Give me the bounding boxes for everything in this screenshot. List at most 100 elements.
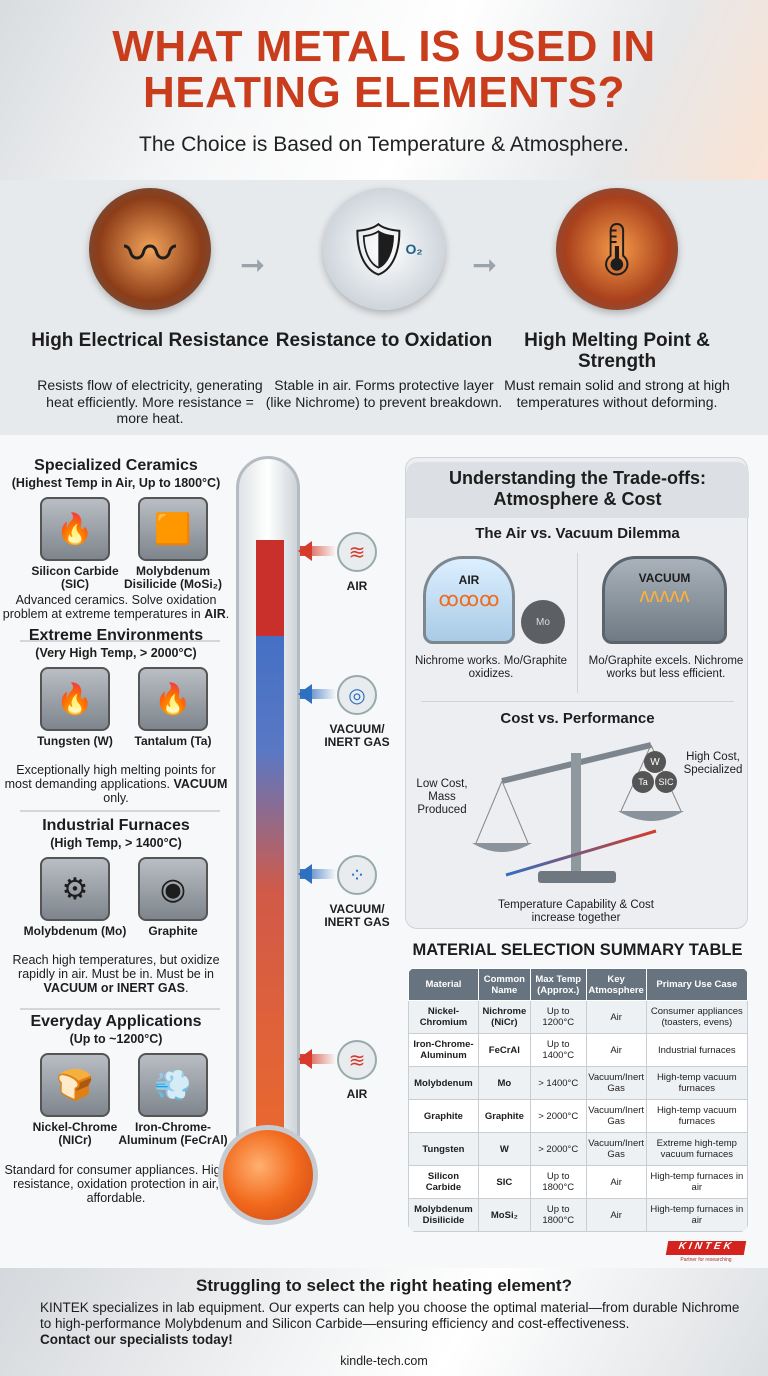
table-cell: Up to 1400°C: [529, 1033, 587, 1067]
table-cell: High-temp furnaces in air: [645, 1198, 748, 1232]
material-label: Tungsten (W): [37, 734, 113, 748]
material-label: Molybdenum Disilicide (MoSi₂): [123, 564, 222, 591]
table-cell: Consumer appliances (toasters, evens): [645, 1000, 748, 1034]
coil-icon: ꝏꝏꝏ: [438, 589, 500, 611]
category-desc: Reach high temperatures, but oxidize rap…: [2, 953, 230, 995]
principle-title: High Electrical Resistance: [31, 330, 269, 351]
table-cell: SIC: [477, 1165, 531, 1199]
desc-end: only.: [103, 791, 129, 805]
arrow-head-icon: [298, 864, 312, 884]
tradeoffs-title: Understanding the Trade-offs: Atmosphere…: [406, 462, 749, 518]
atmosphere-label: VACUUM/ INERT GAS: [324, 722, 390, 749]
desc-bold: VACUUM: [173, 777, 228, 791]
table-row: Tungsten W > 2000°C Vacuum/Inert Gas Extreme…: [408, 1132, 748, 1166]
high-cost-label: High Cost, Specialized: [683, 751, 743, 776]
arrow-right-icon: ➞: [240, 249, 266, 282]
table-cell: W: [477, 1132, 531, 1166]
tungsten-ball: W: [644, 751, 666, 773]
website-link[interactable]: kindle-tech.com: [340, 1354, 428, 1368]
table-cell: Molybdenum Disilicide: [408, 1198, 479, 1232]
table-cell: Air: [585, 1198, 647, 1232]
shield-oxygen-icon: 🛡 O₂: [323, 188, 445, 310]
table-cell: > 2000°C: [529, 1132, 587, 1166]
atmosphere-label: AIR: [346, 579, 368, 593]
furnace-icon: ◉: [138, 857, 208, 921]
oxidized-mo-icon: Mo: [521, 600, 565, 644]
coil-icon: ᴧᴧᴧᴧᴧ: [639, 585, 690, 607]
balance-scale-icon: [472, 742, 684, 883]
column-header: Max Temp (Approx.): [529, 968, 587, 1001]
wind-icon: ≋: [337, 1040, 377, 1080]
column-header: Material: [408, 968, 479, 1001]
contact-cta[interactable]: Contact our specialists today!: [40, 1332, 233, 1347]
vacuum-icon: ⁘: [337, 855, 377, 895]
title-line: WHAT METAL IS USED IN: [112, 22, 656, 71]
desc-end: .: [225, 607, 230, 621]
arrow-right-icon: ➞: [472, 249, 498, 282]
desc-end: .: [184, 981, 189, 995]
table-cell: Graphite: [477, 1099, 531, 1133]
furnace-icon: 🔥: [138, 667, 208, 731]
category-subtitle: (High Temp, > 1400°C): [50, 836, 182, 850]
material-label: Graphite: [148, 924, 198, 938]
desc-bold: AIR: [204, 607, 226, 621]
table-cell: High-temp furnaces in air: [645, 1165, 748, 1199]
dilemma-title: The Air vs. Vacuum Dilemma: [475, 525, 680, 542]
table-row: Graphite Graphite > 2000°C Vacuum/Inert Gas…: [408, 1099, 748, 1133]
category-title: Specialized Ceramics: [34, 457, 198, 474]
divider: [421, 701, 734, 702]
principle-title: High Melting Point & Strength: [524, 330, 710, 372]
table-cell: Extreme high-temp vacuum furnaces: [645, 1132, 748, 1166]
category-title: Everyday Applications: [30, 1013, 202, 1030]
arrow-caption: Temperature Capability & Cost increase t…: [498, 899, 654, 924]
table-cell: Vacuum/Inert Gas: [585, 1099, 647, 1133]
arrow-head-icon: [298, 684, 312, 704]
air-label: AIR: [458, 573, 480, 587]
low-cost-label: Low Cost, Mass Produced: [416, 778, 468, 816]
arrow-head-icon: [298, 1049, 312, 1069]
category-desc: Standard for consumer appliances. High r…: [2, 1163, 230, 1205]
table-cell: Air: [585, 1165, 647, 1199]
desc-bold: VACUUM or INERT GAS: [43, 981, 185, 995]
table-row: Molybdenum Disilicide MoSi₂ Up to 1800°C Ai…: [408, 1198, 748, 1232]
logo-tagline: Partner for researching: [680, 1257, 732, 1263]
table-cell: Nichrome (NiCr): [477, 1000, 531, 1034]
atmosphere-arrow: [300, 546, 336, 556]
vacuum-chamber: VACUUM ᴧᴧᴧᴧᴧ: [602, 556, 727, 644]
thermometer-bulb: [218, 1125, 318, 1225]
material-label: Silicon Carbide (SIC): [31, 564, 119, 591]
column-header: Common Name: [477, 968, 531, 1001]
cost-title: Cost vs. Performance: [500, 710, 655, 727]
category-title: Industrial Furnaces: [42, 817, 190, 834]
principle-body: Must remain solid and strong at high tem…: [504, 377, 730, 410]
air-chamber: AIR ꝏꝏꝏ: [423, 556, 515, 644]
table-cell: Iron-Chrome-Aluminum: [408, 1033, 479, 1067]
title-line: HEATING ELEMENTS?: [143, 68, 625, 117]
category-subtitle: (Very High Temp, > 2000°C): [35, 646, 197, 660]
table-cell: > 2000°C: [529, 1099, 587, 1133]
furnace-icon: 🔥: [40, 667, 110, 731]
summary-table: Material Common Name Max Temp (Approx.) Key…: [408, 968, 748, 1232]
furnace-icon: 🟧: [138, 497, 208, 561]
vacuum-desc: Mo/Graphite excels. Nichrome works but l…: [588, 655, 744, 680]
table-cell: High-temp vacuum furnaces: [645, 1066, 748, 1100]
table-cell: Vacuum/Inert Gas: [585, 1132, 647, 1166]
tantalum-ball: Ta: [632, 771, 654, 793]
table-cell: Air: [585, 1033, 647, 1067]
table-cell: High-temp vacuum furnaces: [645, 1099, 748, 1133]
table-cell: Vacuum/Inert Gas: [585, 1066, 647, 1100]
footer-body: KINTEK specializes in lab equipment. Our…: [40, 1300, 740, 1331]
divider: [20, 1008, 220, 1010]
kintek-logo: KINTEK: [665, 1241, 747, 1255]
vacuum-label: VACUUM: [638, 571, 691, 585]
table-cell: Mo: [477, 1066, 531, 1100]
footer: Struggling to select the right heating e…: [0, 1268, 768, 1376]
column-header: Key Atmosphere: [585, 968, 647, 1001]
principle-title: Resistance to Oxidation: [275, 330, 493, 351]
oxygen-badge: O₂: [405, 241, 423, 257]
footer-heading: Struggling to select the right heating e…: [196, 1276, 572, 1295]
table-cell: MoSi₂: [477, 1198, 531, 1232]
atmosphere-label: AIR: [346, 1087, 368, 1101]
desc-text: Exceptionally high melting points for mo…: [4, 763, 216, 791]
material-label: Nickel-Chrome (NICr): [32, 1120, 118, 1147]
